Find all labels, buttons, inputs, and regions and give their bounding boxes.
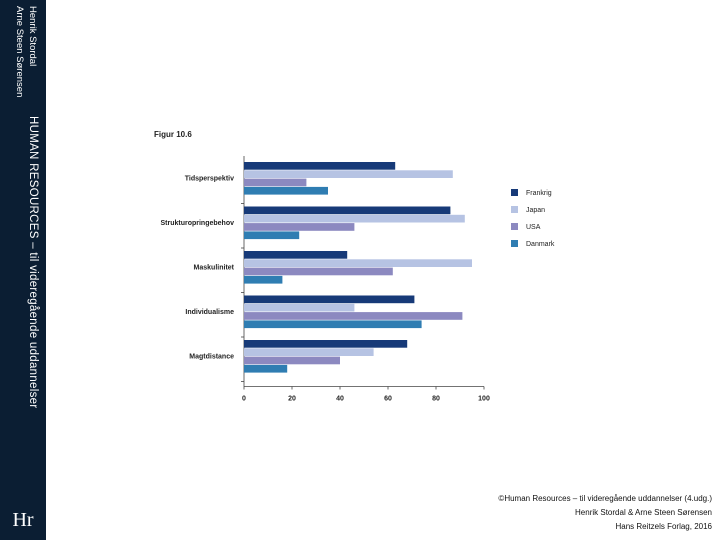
bar bbox=[244, 267, 393, 276]
bar bbox=[244, 340, 408, 348]
bar bbox=[244, 356, 340, 365]
x-tick-label: 100 bbox=[478, 396, 490, 403]
footer-line: Henrik Stordal & Arne Steen Sørensen bbox=[575, 508, 712, 517]
bar bbox=[244, 312, 463, 320]
legend-swatch bbox=[511, 206, 518, 213]
bar bbox=[244, 320, 422, 329]
x-tick-label: 20 bbox=[288, 396, 296, 403]
category-label: Individualisme bbox=[185, 309, 234, 316]
legend-label: Frankrig bbox=[526, 190, 552, 197]
bar bbox=[244, 214, 465, 223]
legend-label: Japan bbox=[526, 207, 545, 214]
footer-line: ©Human Resources – til videregående udda… bbox=[498, 494, 712, 503]
bar bbox=[244, 231, 300, 240]
category-label: Tidsperspektiv bbox=[185, 176, 234, 183]
legend-label: Danmark bbox=[526, 241, 555, 248]
bar bbox=[244, 295, 415, 304]
x-tick-label: 40 bbox=[336, 396, 344, 403]
x-tick-label: 60 bbox=[384, 396, 392, 403]
bar-chart: 0 20 40 60 80 100 Tidsperspektiv Strukturopring… bbox=[160, 156, 555, 403]
bar bbox=[244, 251, 348, 259]
sidebar: Henrik Stordal Arne Steen Sørensen HUMAN… bbox=[0, 0, 46, 540]
bar bbox=[244, 348, 374, 356]
author-name: Henrik Stordal bbox=[27, 6, 38, 67]
bar bbox=[244, 275, 283, 284]
footer-credits: ©Human Resources – til videregående udda… bbox=[498, 492, 712, 534]
category-label: Magtdistance bbox=[189, 354, 234, 361]
legend-swatch bbox=[511, 189, 518, 196]
figure-label: Figur 10.6 bbox=[154, 130, 192, 139]
author-name: Arne Steen Sørensen bbox=[14, 6, 25, 98]
bar bbox=[244, 223, 355, 231]
legend-swatch bbox=[511, 223, 518, 230]
bar bbox=[244, 170, 453, 178]
bar bbox=[244, 206, 451, 215]
x-tick-label: 80 bbox=[432, 396, 440, 403]
category-label: Maskulinitet bbox=[194, 265, 235, 272]
bar bbox=[244, 364, 288, 373]
bar bbox=[244, 303, 355, 312]
category-label: Strukturopringebehov bbox=[160, 220, 234, 227]
bar bbox=[244, 259, 472, 267]
bar bbox=[244, 178, 307, 187]
footer-line: Hans Reitzels Forlag, 2016 bbox=[615, 522, 713, 531]
publisher-logo: Hr bbox=[12, 509, 34, 531]
legend-swatch bbox=[511, 240, 518, 247]
book-title: HUMAN RESOURCES – til videregående uddan… bbox=[27, 116, 39, 409]
legend-label: USA bbox=[526, 224, 541, 231]
x-tick-label: 0 bbox=[242, 396, 246, 403]
bar bbox=[244, 186, 328, 195]
bar bbox=[244, 162, 396, 170]
